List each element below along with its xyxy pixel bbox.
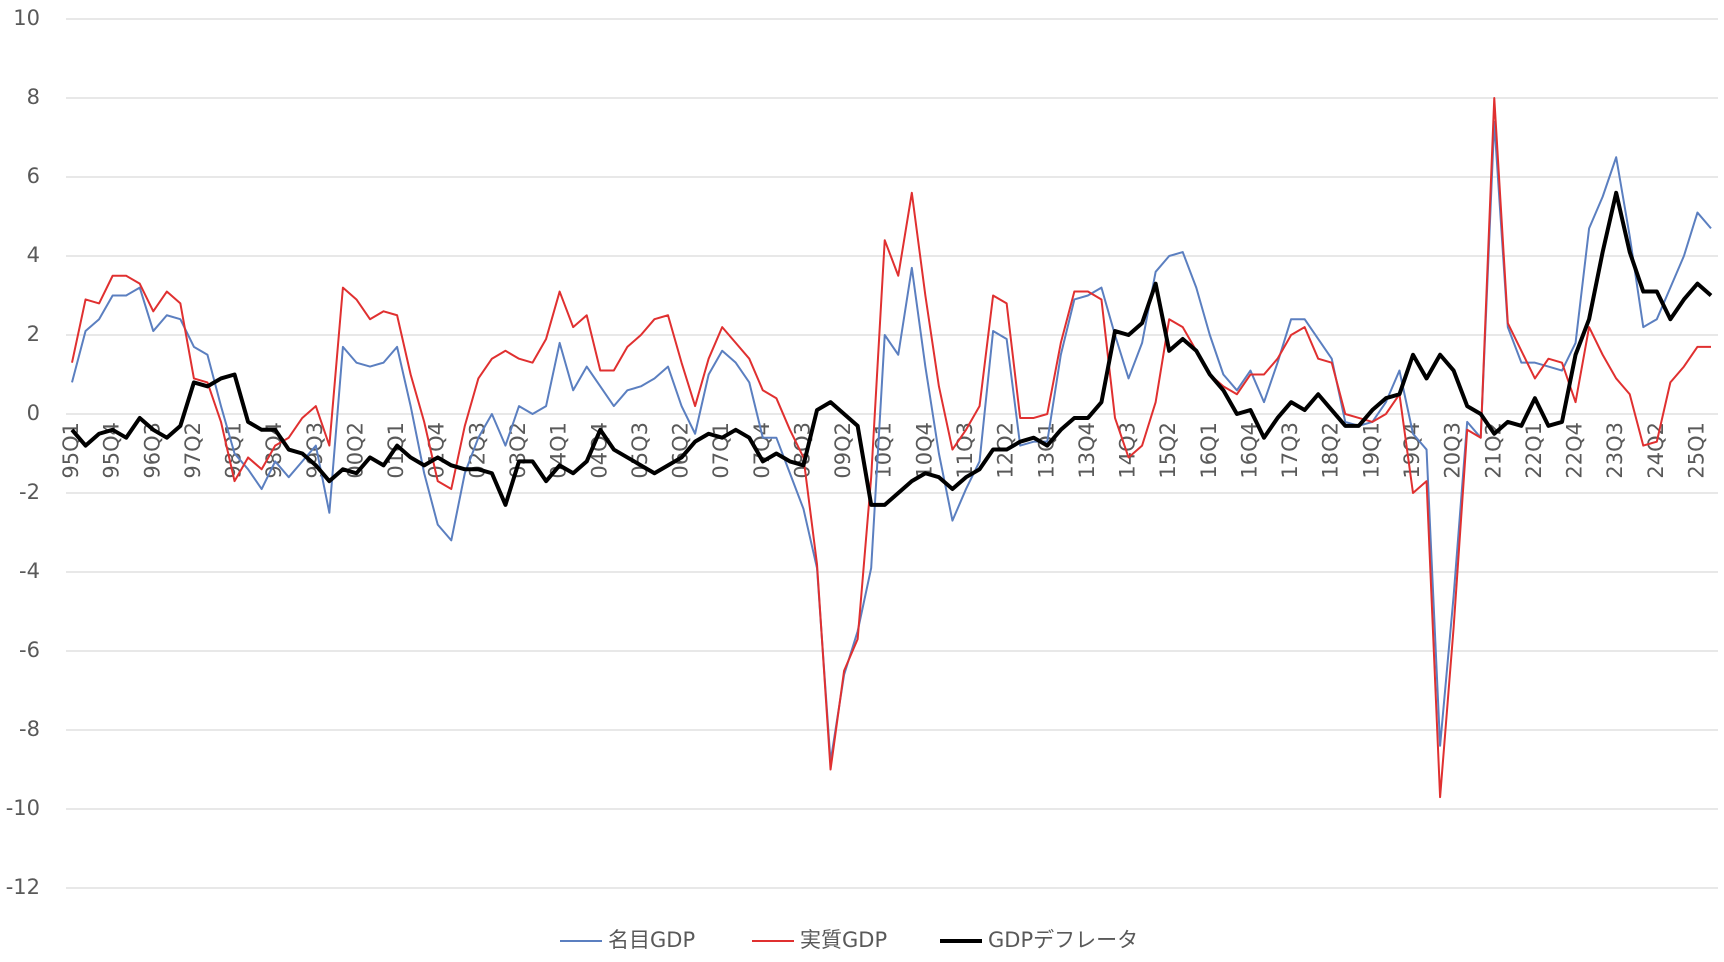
y-tick-label: 6	[27, 164, 40, 188]
x-tick-label: 22Q4	[1563, 422, 1587, 479]
y-tick-label: -4	[19, 559, 40, 583]
x-tick-label: 10Q1	[872, 422, 896, 479]
x-tick-label: 17Q3	[1278, 422, 1302, 479]
x-tick-label: 23Q3	[1603, 422, 1627, 479]
x-tick-label: 09Q2	[831, 422, 855, 479]
x-tick-label: 20Q3	[1441, 422, 1465, 479]
x-tick-label: 22Q1	[1522, 422, 1546, 479]
x-tick-label: 15Q2	[1156, 422, 1180, 479]
x-tick-label: 16Q1	[1197, 422, 1221, 479]
series-line	[71, 97, 1711, 799]
x-tick-label: 25Q1	[1684, 422, 1708, 479]
y-tick-label: 2	[27, 322, 40, 346]
x-tick-label: 07Q1	[709, 422, 733, 479]
x-tick-label: 19Q1	[1359, 422, 1383, 479]
series-line	[71, 120, 1712, 763]
y-tick-label: 10	[13, 6, 40, 30]
x-tick-label: 10Q4	[912, 422, 936, 479]
legend-label: GDPデフレータ	[988, 928, 1138, 952]
y-tick-label: -12	[6, 875, 40, 899]
y-tick-label: -6	[19, 638, 40, 662]
series-line	[70, 190, 1713, 507]
x-tick-label: 01Q4	[425, 422, 449, 479]
x-tick-label: 13Q4	[1075, 422, 1099, 479]
legend-label: 実質GDP	[800, 928, 887, 952]
x-tick-label: 99Q3	[303, 422, 327, 479]
x-tick-label: 16Q4	[1237, 422, 1261, 479]
x-tick-label: 18Q2	[1319, 422, 1343, 479]
x-tick-label: 24Q2	[1644, 422, 1668, 479]
y-tick-label: -8	[19, 717, 40, 741]
y-tick-label: 8	[27, 85, 40, 109]
y-tick-label: -10	[6, 796, 40, 820]
legend-label: 名目GDP	[608, 928, 695, 952]
x-tick-label: 13Q1	[1034, 422, 1058, 479]
x-tick-label: 97Q2	[181, 422, 205, 479]
y-tick-label: 0	[27, 401, 40, 425]
x-tick-label: 95Q1	[59, 422, 83, 479]
y-tick-label: 4	[27, 243, 40, 267]
y-tick-label: -2	[19, 480, 40, 504]
